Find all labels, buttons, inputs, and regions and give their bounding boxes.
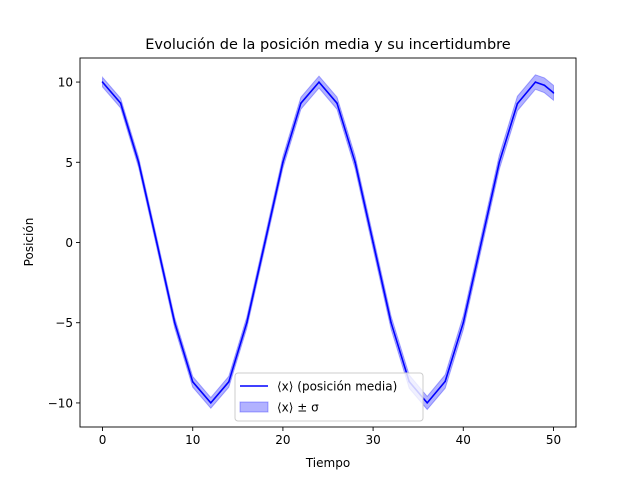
x-tick-label: 40 (456, 433, 471, 447)
chart-title: Evolución de la posición media y su ince… (145, 37, 511, 53)
y-axis-label: Posición (22, 218, 36, 267)
x-tick-label: 30 (365, 433, 380, 447)
x-axis-label: Tiempo (305, 456, 350, 470)
data-point (137, 161, 140, 164)
data-point (336, 102, 338, 105)
sigma-band (102, 74, 554, 411)
x-tick-label: 20 (275, 433, 290, 447)
data-point (264, 241, 266, 244)
data-point (543, 84, 546, 87)
y-tick-label: 5 (65, 156, 73, 170)
data-point (101, 81, 104, 83)
data-point (300, 102, 302, 105)
x-tick-label: 10 (185, 433, 200, 447)
legend-label: ⟨x⟩ (posición media) (277, 380, 397, 394)
data-point (246, 321, 248, 324)
legend-label: ⟨x⟩ ± σ (277, 401, 319, 415)
data-point (119, 102, 122, 104)
data-point (534, 81, 537, 83)
y-tick-label: 0 (65, 236, 73, 250)
data-point (426, 402, 429, 404)
y-tick-label: −10 (48, 396, 73, 410)
plot-area: 0 10 20 30 40 50 −10 −5 0 5 10 (48, 57, 577, 447)
x-tick-label: 0 (99, 433, 107, 447)
y-tick-label: −5 (55, 316, 73, 330)
data-point (480, 241, 483, 244)
data-point (282, 161, 284, 164)
data-point (390, 321, 392, 324)
data-point (552, 92, 555, 94)
legend: ⟨x⟩ (posición media) ⟨x⟩ ± σ (234, 372, 424, 422)
data-point (354, 161, 356, 164)
data-point (155, 241, 158, 243)
data-point (372, 241, 374, 244)
legend-band-swatch (239, 401, 269, 413)
data-point (173, 321, 176, 324)
data-point (498, 161, 501, 164)
data-point (444, 380, 447, 383)
data-point (209, 402, 212, 404)
legend-box (234, 372, 424, 422)
data-point (228, 380, 230, 383)
data-point (516, 102, 519, 105)
data-point (318, 81, 320, 83)
data-point (462, 321, 465, 324)
x-tick-label: 50 (546, 433, 561, 447)
y-tick-label: 10 (58, 76, 73, 90)
data-point (191, 380, 194, 383)
